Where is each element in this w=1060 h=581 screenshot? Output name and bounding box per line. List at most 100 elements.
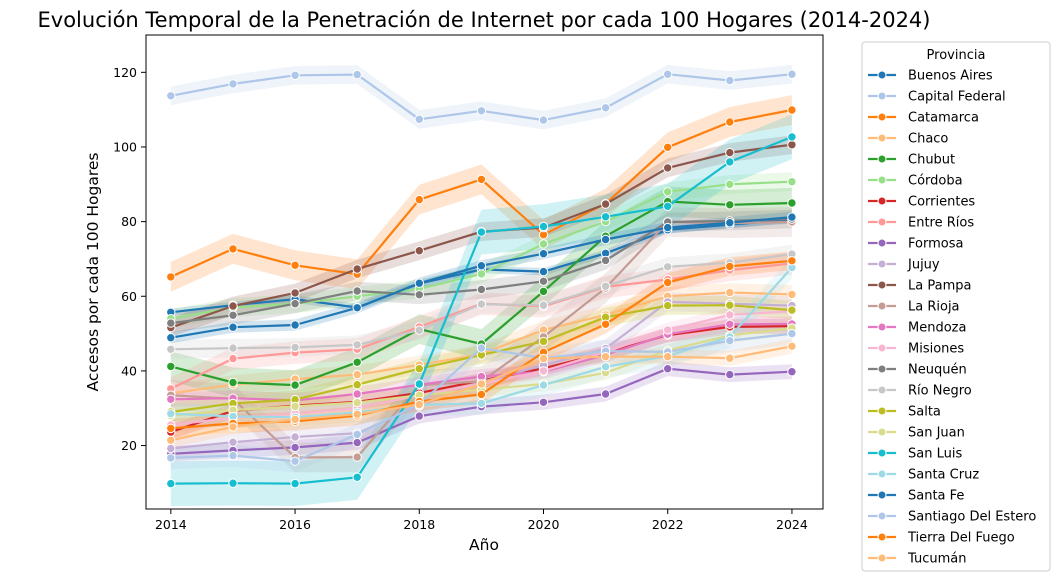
data-point-santa-fe-2018 [414,278,424,288]
data-point-catamarca-2016 [290,260,300,270]
data-point-chubut-2023 [725,200,735,210]
legend-swatch-marker [877,70,887,80]
y-tick-label-120: 120 [113,65,137,80]
data-point-neuquen-2019 [476,284,487,295]
data-point-santa-cruz-2020 [538,380,549,390]
band-tierra-del-fuego [170,251,792,438]
data-point-la-pampa-2024 [787,140,797,150]
legend-swatch-marker [877,385,887,395]
legend-label: La Pampa [908,279,971,294]
legend-label: La Rioja [908,300,960,315]
data-point-santiago-del-estero-2023 [725,336,735,346]
data-point-neuquen-2015 [228,310,238,320]
legend-swatch-marker [877,406,887,416]
data-point-capital-federal-2024 [787,69,797,79]
legend-item-entre-rios: Entre Ríos [868,216,974,231]
x-axis-label: Año [469,536,499,554]
band-entre-rios [170,252,792,400]
legend-item-la-rioja: La Rioja [868,300,960,315]
data-point-entre-rios-2015 [228,353,238,364]
data-point-neuquen-2017 [352,286,362,296]
legend-item-salta: Salta [868,405,941,420]
y-tick-label-80: 80 [121,214,137,229]
legend-swatch-marker [877,364,887,374]
legend-item-jujuy: Jujuy [868,258,940,273]
data-point-san-luis-2022 [663,201,673,212]
data-point-chubut-2020 [538,286,549,297]
data-point-tucuman-2020 [538,353,549,364]
data-point-san-luis-2021 [600,212,611,222]
data-point-san-luis-2015 [228,478,238,488]
band-capital-federal [170,64,792,130]
data-point-formosa-2017 [352,437,362,448]
legend-label: Neuquén [908,363,967,378]
data-point-santa-cruz-2021 [600,362,611,372]
data-point-san-luis-2020 [538,221,549,232]
data-point-chubut-2016 [290,380,300,390]
legend-item-neuquen: Neuquén [868,363,967,378]
data-point-formosa-2024 [787,367,797,377]
data-point-chubut-2014 [166,361,176,372]
legend-label: Río Negro [908,384,972,399]
data-point-san-luis-2024 [787,132,797,142]
legend-swatch-marker [877,196,887,206]
data-point-salta-2024 [787,305,797,315]
data-point-san-luis-2016 [290,478,300,489]
data-point-tierra-del-fuego-2023 [725,261,735,272]
legend-item-santiago-del-estero: Santiago Del Estero [868,510,1036,525]
legend-label: Córdoba [908,174,963,189]
data-point-misiones-2022 [663,325,673,335]
data-point-formosa-2018 [414,411,424,421]
legend-item-tierra-del-fuego: Tierra Del Fuego [868,531,1015,546]
data-point-catamarca-2014 [166,272,176,282]
data-point-tierra-del-fuego-2022 [663,277,673,288]
x-tick-label-2018: 2018 [403,517,435,532]
legend-item-formosa: Formosa [868,237,963,252]
legend-swatch-marker [877,175,887,185]
x-tick-label-2024: 2024 [776,517,808,532]
data-point-la-rioja-2017 [352,452,362,462]
data-point-santiago-del-estero-2017 [352,429,362,440]
data-point-catamarca-2018 [414,194,424,205]
data-point-santa-fe-2023 [725,218,735,228]
legend-item-la-pampa: La Pampa [868,279,971,294]
legend-swatch-marker [877,280,887,290]
legend-label: Santiago Del Estero [908,510,1036,525]
data-point-santiago-del-estero-2014 [166,453,176,463]
legend-swatch-marker [877,91,887,101]
data-point-la-pampa-2017 [352,264,362,274]
legend-item-santa-fe: Santa Fe [868,489,964,504]
band-la-rioja [170,207,792,473]
data-point-mendoza-2023 [725,319,735,329]
data-point-santa-fe-2021 [600,234,611,245]
data-point-santa-fe-2017 [352,303,362,313]
legend-item-catamarca: Catamarca [868,111,979,126]
data-point-mendoza-2014 [166,394,176,404]
legend-swatch-marker [877,112,887,122]
legend-label: Mendoza [908,321,966,336]
data-point-chaco-2023 [725,287,735,298]
data-point-san-luis-2018 [414,379,424,389]
x-tick-label-2014: 2014 [155,517,187,532]
data-point-rio-negro-2017 [352,340,362,350]
data-point-chubut-2015 [228,377,238,388]
legend-label: Formosa [908,237,963,252]
data-point-tierra-del-fuego-2014 [166,423,176,434]
data-point-tierra-del-fuego-2019 [476,389,487,400]
data-point-santa-cruz-2014 [166,409,176,419]
data-point-jujuy-2015 [228,437,238,447]
data-point-san-luis-2014 [166,478,176,489]
data-point-santa-fe-2022 [663,222,673,233]
legend-item-chubut: Chubut [868,153,955,168]
data-point-rio-negro-2019 [476,299,487,309]
data-point-neuquen-2018 [414,290,424,300]
data-point-rio-negro-2022 [663,262,673,272]
data-point-san-juan-2016 [290,401,300,412]
data-point-formosa-2016 [290,442,300,453]
data-point-capital-federal-2020 [538,115,549,125]
data-point-tucuman-2015 [228,422,238,432]
data-point-neuquen-2014 [166,318,176,328]
data-point-santa-fe-2020 [538,249,549,259]
legend-item-tucuman: Tucumán [868,552,966,567]
legend-label: Tierra Del Fuego [907,531,1015,546]
